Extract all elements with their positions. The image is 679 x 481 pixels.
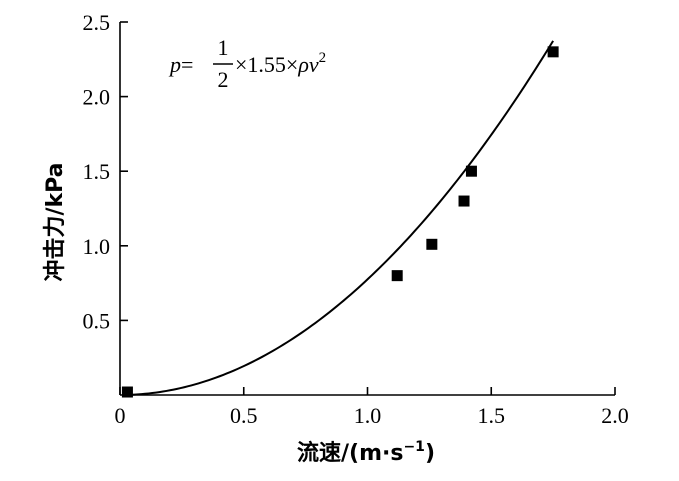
y-tick-label: 2.0 — [83, 85, 111, 110]
y-tick-label: 2.5 — [83, 10, 111, 35]
data-point — [458, 195, 470, 207]
formula-p: p — [168, 52, 181, 77]
formula-v: v — [309, 52, 319, 77]
data-point — [465, 165, 477, 177]
x-tick-label: 1.5 — [478, 403, 506, 428]
data-points — [121, 46, 559, 398]
formula-annotation: p= 1 2 ×1.55×ρv2 — [168, 35, 326, 92]
svg-text:×1.55×ρv2: ×1.55×ρv2 — [235, 50, 326, 77]
y-tick-label: 1.0 — [83, 234, 111, 259]
data-point — [391, 270, 403, 282]
x-axis-label-exp: −1 — [403, 439, 424, 455]
formula-mid: ×1.55× — [235, 52, 298, 77]
data-point — [547, 46, 559, 58]
formula-eq: = — [181, 52, 193, 77]
x-tick-label: 0 — [115, 403, 126, 428]
x-tick-label: 2.0 — [601, 403, 629, 428]
axes — [119, 22, 615, 396]
x-axis-label-main: 流速/(m·s — [297, 440, 403, 466]
y-tick-label: 1.5 — [83, 159, 111, 184]
y-ticks: 0.5 1.0 1.5 2.0 2.5 — [83, 10, 128, 333]
formula-rho: ρ — [297, 52, 309, 77]
x-ticks: 0 0.5 1.0 1.5 2.0 — [115, 387, 629, 428]
y-axis-label: 冲击力/kPa — [43, 162, 68, 281]
formula-denominator: 2 — [218, 67, 229, 92]
data-point — [121, 386, 133, 398]
x-tick-label: 1.0 — [354, 403, 382, 428]
svg-text:p=: p= — [168, 52, 193, 77]
y-tick-label: 0.5 — [83, 308, 111, 333]
formula-numerator: 1 — [218, 35, 229, 60]
formula-exp: 2 — [319, 50, 327, 66]
fit-curve — [127, 40, 554, 396]
x-axis-label: 流速/(m·s−1) — [297, 439, 435, 466]
x-tick-label: 0.5 — [230, 403, 258, 428]
data-point — [426, 238, 438, 250]
x-axis-label-close: ) — [425, 441, 435, 466]
